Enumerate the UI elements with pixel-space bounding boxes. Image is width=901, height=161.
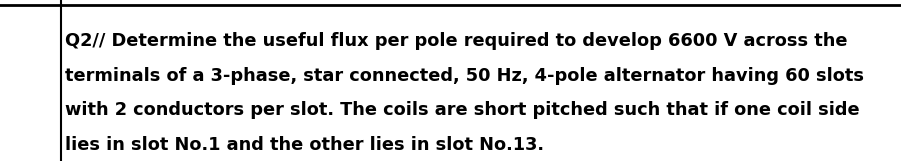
- Text: terminals of a 3-phase, star connected, 50 Hz, 4-pole alternator having 60 slots: terminals of a 3-phase, star connected, …: [65, 67, 864, 85]
- Text: lies in slot No.1 and the other lies in slot No.13.: lies in slot No.1 and the other lies in …: [65, 136, 544, 154]
- Text: with 2 conductors per slot. The coils are short pitched such that if one coil si: with 2 conductors per slot. The coils ar…: [65, 101, 860, 119]
- Text: Q2// Determine the useful flux per pole required to develop 6600 V across the: Q2// Determine the useful flux per pole …: [65, 32, 847, 50]
